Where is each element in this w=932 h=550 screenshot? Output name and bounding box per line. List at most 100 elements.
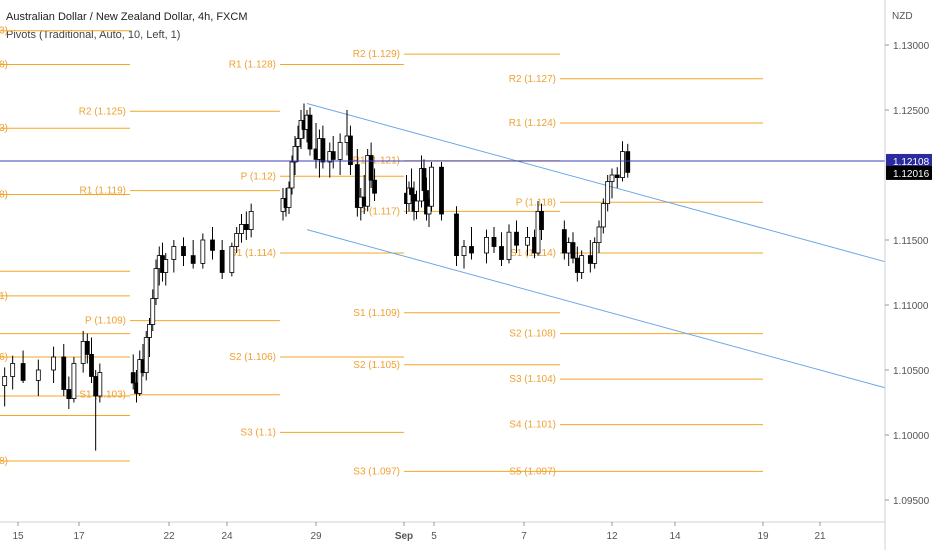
candle-body-down [181, 246, 186, 257]
pivot-label: 1) [0, 291, 8, 302]
pivot-label: 8) [0, 60, 8, 71]
pivot-label: R2 (1.125) [79, 106, 126, 117]
candle-body-down [219, 249, 225, 273]
candle-body-down [66, 389, 72, 399]
candle-body-up [429, 166, 434, 207]
candle-body-up [535, 210, 541, 254]
time-tick-label: 24 [221, 531, 233, 542]
pivot-label: P (1.118) [516, 197, 556, 208]
pivot-label: S3 (1.097) [353, 466, 400, 477]
pivot-label: S3 (1.104) [509, 374, 556, 385]
candle-body-down [491, 236, 497, 247]
pivot-label: R1 (1.119) [79, 186, 126, 197]
price-tick-label: 1.10000 [893, 431, 930, 442]
candles [2, 103, 631, 451]
candle-body-down [330, 151, 336, 160]
candle-body-down [368, 155, 374, 181]
candle-body-down [354, 164, 360, 208]
price-badge [886, 153, 932, 168]
candle-body-up [600, 203, 606, 228]
candle-body-down [93, 376, 99, 397]
candle-body-down [89, 353, 94, 377]
candle-body-down [587, 255, 593, 264]
time-tick-label: 29 [310, 531, 322, 542]
channel-line [306, 103, 886, 263]
candle-body-up [171, 246, 177, 260]
candle-body-down [190, 255, 196, 264]
candle-body-up [605, 181, 611, 205]
time-axis: 15 17 22 24 29 Sep 5 7 12 14 19 21 [0, 521, 885, 542]
candle-body-down [421, 168, 427, 192]
pivot-label: R2 (1.127) [509, 74, 556, 85]
candle-body-up [620, 151, 625, 179]
candle-body-down [130, 372, 136, 384]
candle-body-up [10, 363, 16, 377]
pivot-label: P (1.12) [241, 171, 276, 182]
pivot-label: S3 (1.1) [240, 427, 276, 438]
candle-body-down [20, 363, 26, 381]
candle-body-down [210, 239, 215, 251]
candle-body-down [614, 174, 620, 178]
candle-body-down [84, 340, 90, 355]
time-tick-label: 14 [669, 531, 681, 542]
time-tick-label: Sep [395, 531, 413, 542]
candle-body-down [514, 231, 519, 246]
time-tick-label: 7 [521, 531, 527, 542]
pivot-label: 8) [0, 190, 8, 201]
candle-body-down [574, 257, 580, 273]
candle-body-up [137, 359, 143, 394]
candle-body-up [147, 324, 152, 338]
time-tick-label: 21 [814, 531, 826, 542]
candle-body-up [143, 337, 149, 373]
candle-body-up [566, 242, 572, 254]
pivot-label: S5 (1.097) [509, 466, 556, 477]
symbol-title: Australian Dollar / New Zealand Dollar, … [6, 11, 248, 23]
time-tick-label: 17 [73, 531, 85, 542]
candle-body-up [596, 226, 602, 244]
candle-body-down [320, 138, 326, 163]
candle-body-up [506, 231, 512, 260]
candle-body-up [289, 161, 295, 189]
candle-body-up [365, 155, 371, 207]
candle-body-up [229, 246, 235, 273]
time-tick-label: 15 [12, 531, 24, 542]
candle-body-up [97, 372, 103, 397]
time-tick-label: 22 [163, 531, 175, 542]
candle-body-up [2, 376, 8, 387]
time-tick-label: 5 [431, 531, 437, 542]
channel-line [306, 229, 886, 389]
pivot-label: S1 (1.103) [79, 390, 126, 401]
pivot-label: S2 (1.108) [509, 329, 556, 340]
pivot-label: R1 (1.128) [229, 60, 276, 71]
candle-body-down [372, 179, 377, 194]
pivot-label: S1 (1.109) [353, 308, 400, 319]
candle-body-up [592, 242, 598, 264]
time-tick-label: 19 [757, 531, 769, 542]
candle-body-up [609, 174, 615, 182]
candle-body-down [409, 187, 414, 195]
candle-body-up [337, 142, 343, 160]
candle-body-down [625, 151, 631, 173]
candle-body-up [292, 145, 298, 163]
candle-body-up [71, 363, 77, 399]
candle-body-up [426, 205, 432, 215]
candle-body-down [439, 166, 444, 215]
pivot-label: S2 (1.105) [353, 360, 400, 371]
pivot-label: R2 (1.129) [353, 49, 400, 60]
candle-body-down [348, 135, 353, 166]
candle-body-down [539, 210, 544, 230]
candle-body-up [80, 340, 86, 364]
candle-body-down [469, 246, 474, 254]
price-tick-label: 1.11500 [893, 236, 929, 247]
candle-body-up [248, 210, 254, 230]
candle-body-up [525, 236, 530, 246]
pivot-label: 3) [0, 123, 8, 134]
channel-lines [306, 103, 886, 389]
candle-body-up [414, 200, 419, 212]
candle-body-up [461, 246, 467, 257]
pivot-label: P (1.109) [85, 316, 126, 327]
candle-body-up [51, 356, 56, 371]
price-tick-label: 1.09500 [893, 496, 930, 507]
price-badge-label: 1.12016 [893, 169, 930, 180]
